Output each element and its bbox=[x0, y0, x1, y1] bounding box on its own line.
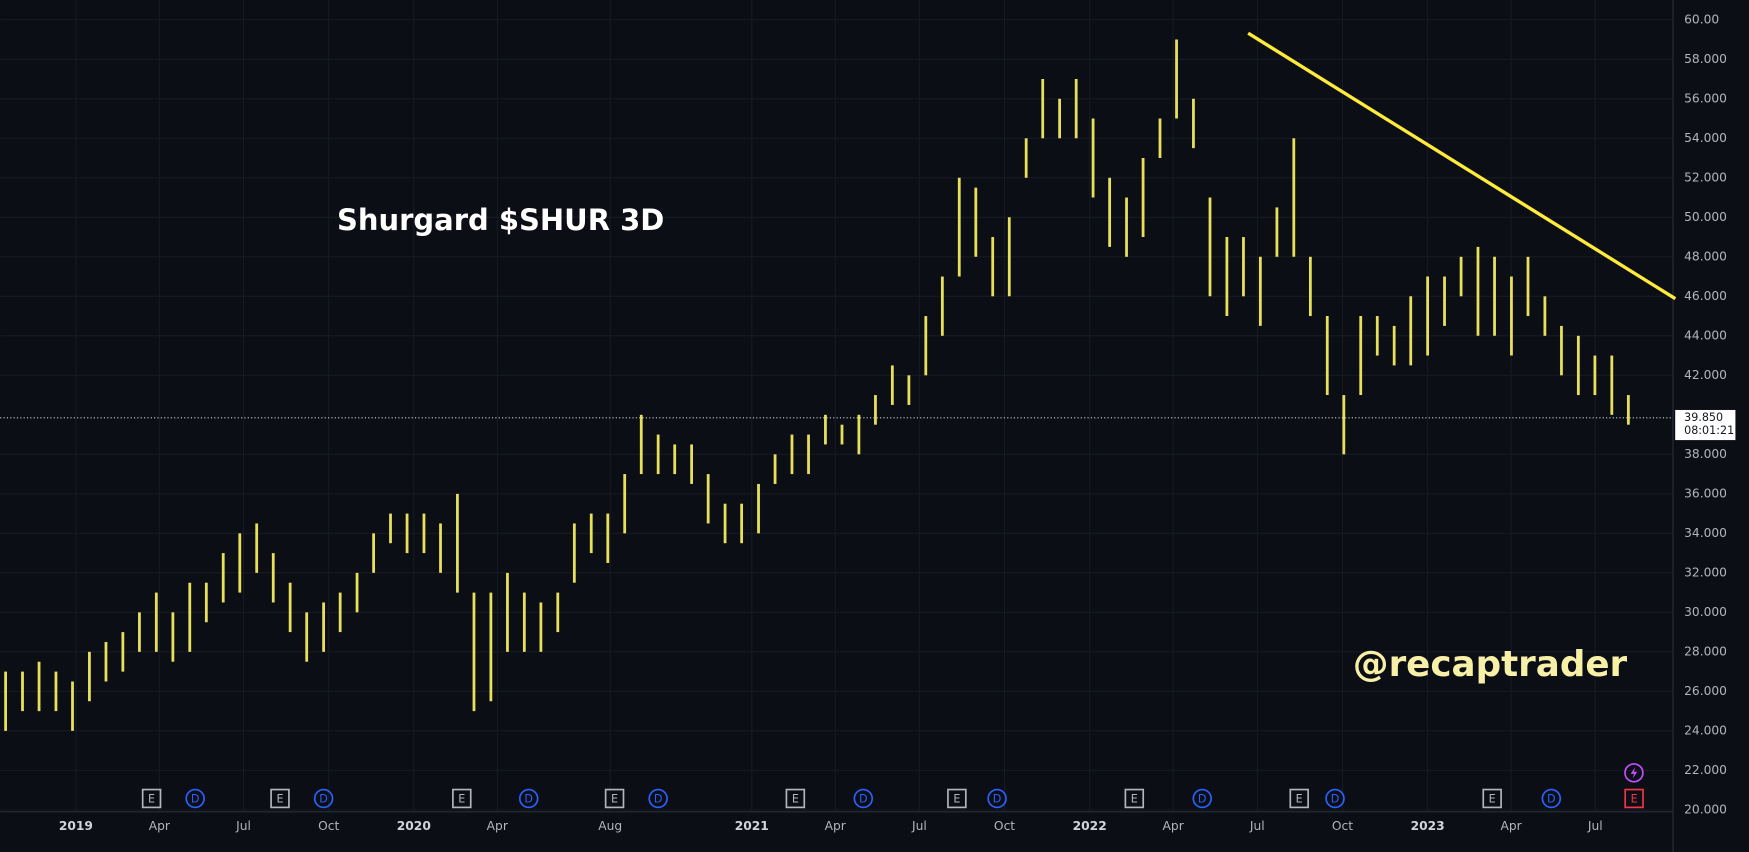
event-marker bbox=[270, 788, 290, 809]
x-tick-label: Oct bbox=[994, 819, 1015, 833]
x-tick-label: Oct bbox=[1332, 819, 1353, 833]
event-label: E bbox=[1131, 793, 1138, 806]
event-label: E bbox=[458, 793, 465, 806]
event-label: E bbox=[276, 793, 283, 806]
x-tick-label: 2021 bbox=[735, 819, 769, 833]
event-label: D bbox=[1547, 793, 1556, 806]
y-tick-label: 46.000 bbox=[1684, 289, 1727, 303]
event-marker bbox=[1192, 788, 1212, 809]
y-tick-label: 48.000 bbox=[1684, 249, 1727, 263]
event-label: E bbox=[792, 793, 799, 806]
y-tick-label: 42.000 bbox=[1684, 368, 1727, 382]
last-price-box bbox=[1675, 409, 1736, 441]
x-tick-label: Aug bbox=[598, 819, 622, 833]
event-marker bbox=[1482, 788, 1502, 809]
x-tick-label: 2020 bbox=[397, 819, 431, 833]
y-tick-label: 30.000 bbox=[1684, 605, 1727, 619]
event-label: E bbox=[1489, 793, 1496, 806]
x-tick-label: Oct bbox=[318, 819, 339, 833]
y-tick-label: 52.000 bbox=[1684, 170, 1727, 184]
event-marker bbox=[785, 788, 806, 809]
x-tick-label: 2023 bbox=[1411, 819, 1445, 833]
y-tick-label: 32.000 bbox=[1684, 565, 1727, 579]
event-marker bbox=[1124, 788, 1145, 809]
x-tick-label: Apr bbox=[487, 819, 509, 833]
event-label: E bbox=[1631, 793, 1638, 806]
y-tick-label: 20.000 bbox=[1684, 802, 1727, 816]
countdown-label: 08:01:21 bbox=[1684, 424, 1734, 437]
event-marker bbox=[987, 788, 1007, 809]
x-tick-label: 2019 bbox=[59, 819, 93, 833]
event-marker bbox=[1289, 788, 1309, 809]
event-label: E bbox=[1296, 793, 1303, 806]
event-label: D bbox=[524, 793, 533, 806]
event-label: D bbox=[1198, 793, 1207, 806]
x-tick-label: Apr bbox=[149, 819, 171, 833]
event-marker bbox=[604, 788, 625, 809]
event-marker bbox=[141, 788, 162, 809]
event-label: D bbox=[1331, 793, 1340, 806]
chart-title: Shurgard $SHUR 3D bbox=[337, 203, 664, 237]
x-tick-label: Jul bbox=[1587, 819, 1603, 833]
x-tick-label: Jul bbox=[911, 819, 927, 833]
grid bbox=[0, 0, 1673, 812]
y-tick-label: 34.000 bbox=[1684, 526, 1727, 540]
y-tick-label: 54.000 bbox=[1684, 131, 1727, 145]
x-tick-label: Jul bbox=[235, 819, 251, 833]
x-tick-label: 2022 bbox=[1073, 819, 1107, 833]
x-tick-label: Jul bbox=[1249, 819, 1265, 833]
y-tick-label: 36.000 bbox=[1684, 486, 1727, 500]
y-tick-label: 24.000 bbox=[1684, 723, 1727, 737]
y-tick-label: 38.000 bbox=[1684, 447, 1727, 461]
event-marker bbox=[853, 788, 874, 809]
event-label: D bbox=[191, 793, 200, 806]
event-marker bbox=[518, 788, 539, 809]
event-marker bbox=[452, 788, 472, 809]
event-marker bbox=[1624, 788, 1644, 809]
last-price-label: 39.850 bbox=[1684, 411, 1723, 424]
y-tick-label: 60.00 bbox=[1684, 12, 1719, 26]
event-marker bbox=[1325, 788, 1345, 809]
event-label: E bbox=[953, 793, 960, 806]
x-tick-label: Apr bbox=[825, 819, 847, 833]
alert-icon[interactable] bbox=[1624, 763, 1644, 783]
x-tick-label: Apr bbox=[1163, 819, 1185, 833]
event-marker bbox=[313, 788, 334, 809]
y-tick-label: 58.000 bbox=[1684, 52, 1727, 66]
event-label: D bbox=[859, 793, 868, 806]
event-label: E bbox=[148, 793, 155, 806]
event-label: D bbox=[654, 793, 663, 806]
event-marker bbox=[648, 788, 668, 809]
y-tick-label: 56.000 bbox=[1684, 91, 1727, 105]
y-tick-label: 22.000 bbox=[1684, 763, 1727, 777]
event-label: D bbox=[993, 793, 1002, 806]
trendline bbox=[1247, 31, 1677, 301]
event-marker bbox=[185, 788, 205, 809]
event-label: E bbox=[611, 793, 618, 806]
x-tick-label: Apr bbox=[1500, 819, 1522, 833]
y-tick-label: 26.000 bbox=[1684, 684, 1727, 698]
y-tick-label: 44.000 bbox=[1684, 328, 1727, 342]
event-label: D bbox=[319, 793, 328, 806]
watermark: @recaptrader bbox=[1353, 644, 1628, 685]
y-tick-label: 28.000 bbox=[1684, 644, 1727, 658]
event-marker bbox=[1541, 788, 1562, 809]
y-tick-label: 50.000 bbox=[1684, 210, 1727, 224]
event-marker bbox=[947, 788, 967, 809]
